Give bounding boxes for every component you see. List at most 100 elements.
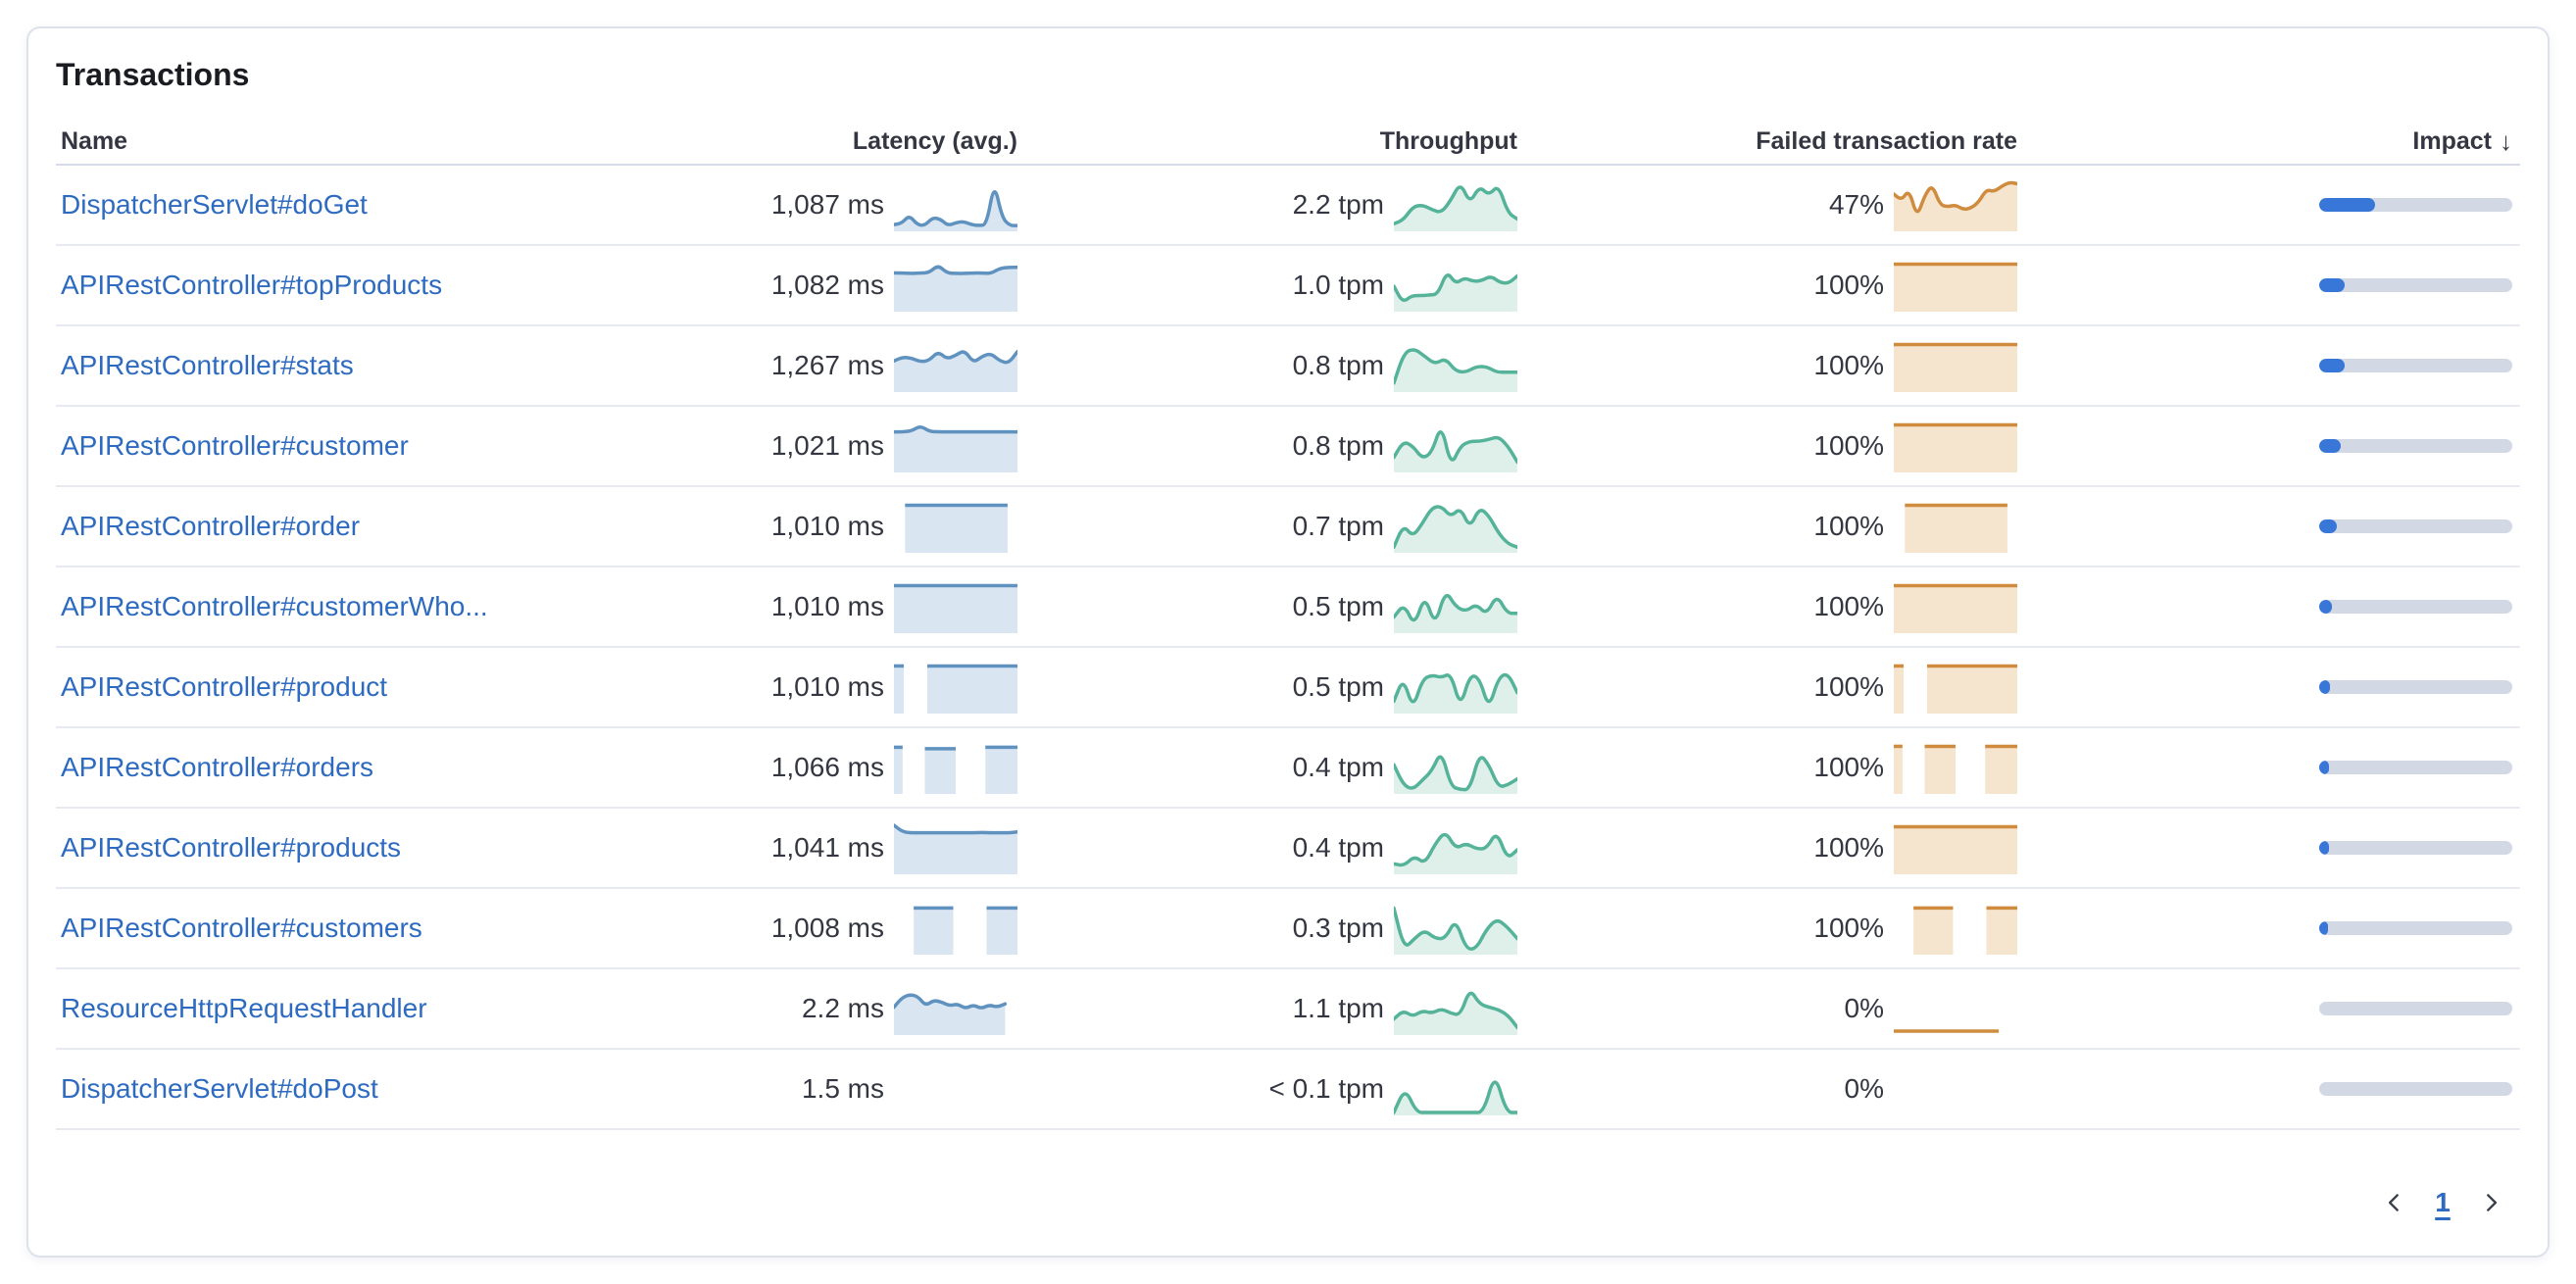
failed-sparkline [1894, 180, 2017, 231]
impact-bar [2319, 841, 2512, 855]
impact-bar-fill [2319, 680, 2330, 694]
latency-cell: 1,041 ms [625, 821, 1017, 874]
latency-value: 1,010 ms [770, 591, 884, 621]
transaction-link[interactable]: APIRestController#orders [61, 752, 374, 782]
latency-cell: 1.5 ms [625, 1062, 1017, 1115]
throughput-value: 1.0 tpm [1292, 270, 1384, 300]
table-row: APIRestController#product 1,010 ms 0.5 tpm… [56, 648, 2520, 728]
impact-bar [2319, 1002, 2512, 1015]
latency-sparkline [894, 583, 1017, 633]
impact-bar [2319, 680, 2512, 694]
transaction-name-cell: APIRestController#orders [56, 752, 625, 783]
latency-sparkline [914, 906, 1017, 955]
throughput-sparkline [1394, 273, 1517, 312]
transaction-link[interactable]: APIRestController#products [61, 832, 402, 863]
failed-value: 100% [1813, 511, 1884, 541]
impact-bar-fill [2319, 519, 2337, 533]
impact-cell [2017, 519, 2512, 533]
column-header-failed-rate[interactable]: Failed transaction rate [1517, 127, 2017, 156]
failed-cell: 100% [1517, 420, 2017, 472]
throughput-sparkline [1394, 906, 1517, 955]
impact-bar-fill [2319, 359, 2345, 372]
failed-cell: 0% [1517, 1062, 2017, 1115]
failed-value: 100% [1813, 270, 1884, 300]
column-header-impact[interactable]: Impact ↓ [2017, 126, 2512, 157]
throughput-value: 0.8 tpm [1292, 350, 1384, 380]
throughput-sparkline [1394, 505, 1517, 553]
impact-cell [2017, 680, 2512, 694]
failed-sparkline [1894, 342, 2017, 392]
previous-page-button[interactable] [2373, 1181, 2416, 1224]
failed-value: 100% [1813, 832, 1884, 863]
latency-value: 1,021 ms [770, 430, 884, 461]
transaction-link[interactable]: APIRestController#customers [61, 913, 422, 943]
latency-sparkline [894, 745, 1017, 794]
impact-cell [2017, 278, 2512, 292]
throughput-sparkline [1394, 755, 1517, 794]
column-header-throughput[interactable]: Throughput [1017, 127, 1517, 156]
throughput-value: 0.4 tpm [1292, 832, 1384, 863]
impact-bar-fill [2319, 921, 2328, 935]
pagination: 1 [56, 1181, 2520, 1224]
throughput-sparkline [1394, 594, 1517, 633]
impact-cell [2017, 921, 2512, 935]
failed-value: 100% [1813, 430, 1884, 461]
failed-sparkline [1894, 583, 2017, 633]
failed-sparkline [1894, 744, 2017, 794]
transaction-link[interactable]: APIRestController#topProducts [61, 270, 443, 300]
transaction-name-cell: APIRestController#product [56, 671, 625, 703]
table-row: APIRestController#stats 1,267 ms 0.8 tpm 10… [56, 326, 2520, 407]
throughput-cell: 2.2 tpm [1017, 178, 1517, 231]
throughput-cell: 0.4 tpm [1017, 821, 1517, 874]
latency-sparkline [905, 503, 1008, 553]
failed-value: 100% [1813, 591, 1884, 621]
throughput-cell: 0.8 tpm [1017, 339, 1517, 392]
impact-cell [2017, 600, 2512, 614]
column-header-latency[interactable]: Latency (avg.) [625, 127, 1017, 156]
throughput-sparkline [1394, 185, 1517, 231]
transaction-link[interactable]: DispatcherServlet#doPost [61, 1073, 378, 1104]
failed-cell: 0% [1517, 982, 2017, 1035]
failed-sparkline [1894, 1062, 2017, 1115]
transaction-link[interactable]: APIRestController#stats [61, 350, 354, 380]
transaction-name-cell: DispatcherServlet#doGet [56, 189, 625, 221]
throughput-sparkline [1394, 672, 1517, 714]
page-number-1[interactable]: 1 [2435, 1187, 2451, 1217]
failed-value: 100% [1813, 350, 1884, 380]
throughput-value: 1.1 tpm [1292, 993, 1384, 1023]
column-header-latency-label: Latency (avg.) [852, 126, 1017, 155]
impact-cell [2017, 841, 2512, 855]
latency-cell: 1,010 ms [625, 500, 1017, 553]
transaction-name-cell: APIRestController#topProducts [56, 270, 625, 301]
failed-value: 100% [1813, 752, 1884, 782]
transaction-link[interactable]: APIRestController#order [61, 511, 361, 541]
transaction-link[interactable]: APIRestController#product [61, 671, 388, 702]
impact-bar-fill [2319, 600, 2332, 614]
latency-cell: 1,267 ms [625, 339, 1017, 392]
transaction-name-cell: APIRestController#customer [56, 430, 625, 462]
transaction-link[interactable]: DispatcherServlet#doGet [61, 189, 368, 220]
table-row: APIRestController#topProducts 1,082 ms 1.0… [56, 246, 2520, 326]
column-header-impact-label: Impact [2412, 126, 2492, 155]
chevron-right-icon [2487, 1194, 2498, 1211]
transaction-link[interactable]: ResourceHttpRequestHandler [61, 993, 427, 1023]
transaction-name-cell: APIRestController#order [56, 511, 625, 542]
table-row: DispatcherServlet#doPost 1.5 ms < 0.1 tpm 0… [56, 1050, 2520, 1130]
latency-sparkline [894, 349, 1017, 392]
failed-value: 47% [1828, 189, 1884, 220]
latency-cell: 1,082 ms [625, 259, 1017, 312]
next-page-button[interactable] [2469, 1181, 2512, 1224]
impact-bar [2319, 761, 2512, 774]
transaction-link[interactable]: APIRestController#customerWho... [61, 591, 488, 621]
throughput-cell: 0.4 tpm [1017, 741, 1517, 794]
failed-value: 0% [1844, 1073, 1884, 1104]
failed-sparkline [1894, 824, 2017, 874]
throughput-sparkline [1394, 832, 1517, 874]
transaction-name-cell: APIRestController#customerWho... [56, 591, 625, 622]
impact-bar [2319, 198, 2512, 212]
failed-cell: 100% [1517, 741, 2017, 794]
latency-sparkline [894, 265, 1017, 312]
transaction-link[interactable]: APIRestController#customer [61, 430, 409, 461]
table-row: APIRestController#customer 1,021 ms 0.8 tp… [56, 407, 2520, 487]
table-row: APIRestController#customers 1,008 ms 0.3 t… [56, 889, 2520, 969]
